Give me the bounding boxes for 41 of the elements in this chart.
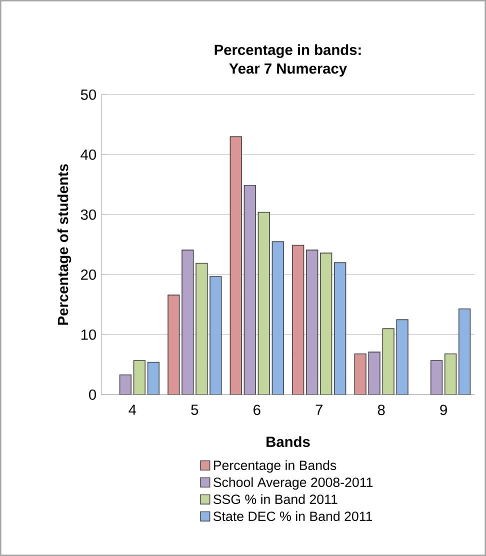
x-tick-label: 8 [378,404,385,416]
bar [382,328,394,395]
y-tick-label: 20 [81,269,96,280]
bar [334,262,346,395]
bar [430,360,443,395]
bar [320,252,332,395]
legend-label: Percentage in Bands [214,460,336,473]
x-tick-label: 9 [440,404,447,416]
chart-title: Percentage in bands: Year 7 Numeracy [214,44,361,77]
legend-label: State DEC % in Band 2011 [213,511,372,522]
bar [368,352,380,395]
x-tick-label: 4 [128,404,136,415]
bar [119,374,132,395]
bar [182,250,194,395]
bar [396,319,408,395]
x-tick-label: 6 [254,404,260,416]
bar [444,353,457,395]
bar [272,241,284,395]
bar [168,294,180,395]
bar [230,136,242,395]
bar [196,262,208,395]
bar [258,212,270,395]
legend-label: School Average 2008-2011 [213,477,373,490]
y-tick-label: 50 [80,89,96,100]
bar [292,244,304,395]
bar [244,184,256,395]
bar [210,276,222,395]
bar [306,250,318,395]
bar [133,360,146,395]
x-tick-label: 7 [316,404,322,415]
legend-label: SSG % in Band 2011 [213,494,338,504]
y-axis-title: Percentage of students [57,164,72,325]
y-tick-label: 10 [81,329,96,340]
bar [458,308,471,395]
bar [354,353,366,395]
bar [147,362,160,395]
x-axis-title: Bands [266,436,310,448]
y-tick-label: 40 [80,149,96,160]
y-tick-label: 30 [80,209,96,220]
y-tick-label: 0 [89,389,96,400]
x-tick-label: 5 [191,404,198,415]
